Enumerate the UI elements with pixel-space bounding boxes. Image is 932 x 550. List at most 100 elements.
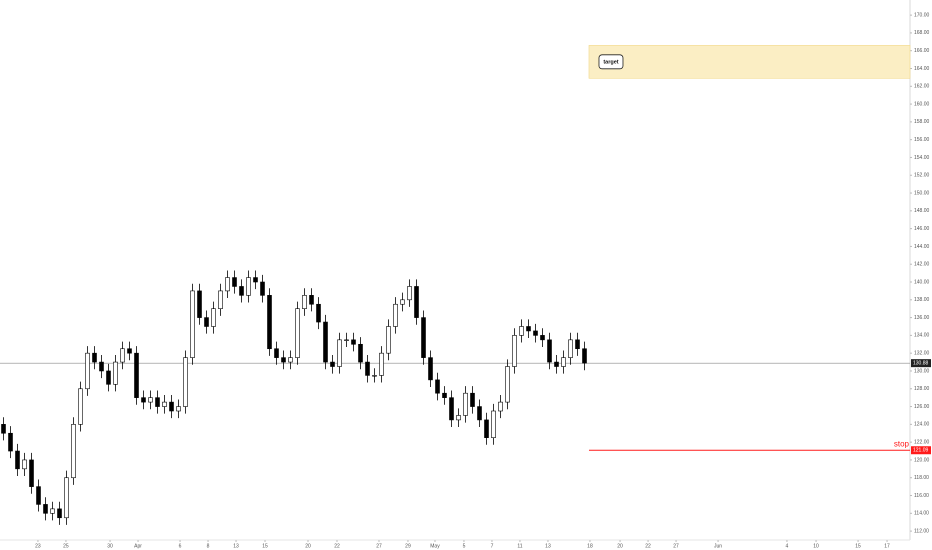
x-tick-label: 15 <box>262 543 268 549</box>
candle-body <box>449 397 454 421</box>
candle-body <box>456 415 461 421</box>
y-tick-label: 114.00 <box>914 511 929 517</box>
candle-body <box>302 295 307 309</box>
candle-body <box>344 339 349 341</box>
candle-body <box>64 477 69 519</box>
candle-body <box>274 348 279 358</box>
candle-body <box>218 290 223 309</box>
candle-body <box>190 290 195 358</box>
candle-body <box>162 401 167 407</box>
y-tick-label: 166.00 <box>914 48 930 54</box>
candle-body <box>540 335 545 341</box>
x-tick-label: 29 <box>405 543 411 549</box>
candle-body <box>225 277 230 292</box>
candle-body <box>155 397 160 407</box>
y-tick-label: 116.00 <box>914 493 929 499</box>
candle-body <box>414 286 419 318</box>
x-tick-label: 7 <box>491 543 494 549</box>
y-tick-label: 130.00 <box>914 368 930 374</box>
y-tick-label: 138.00 <box>914 297 930 303</box>
y-tick-label: 162.00 <box>914 84 930 90</box>
candle-body <box>239 286 244 296</box>
candle-body <box>183 357 188 407</box>
candle-body <box>204 317 209 327</box>
candle-body <box>526 326 531 332</box>
x-tick-label: 27 <box>376 543 382 549</box>
candle-body <box>106 370 111 385</box>
candle-body <box>358 343 363 363</box>
candle-body <box>484 419 489 438</box>
candle-body <box>148 397 153 403</box>
candle-body <box>92 352 97 363</box>
candle-body <box>379 352 384 376</box>
candle-body <box>533 330 538 336</box>
candle-body <box>134 352 139 398</box>
candle-body <box>568 339 573 358</box>
x-tick-label: 17 <box>884 543 890 549</box>
candle-body <box>442 392 447 398</box>
y-tick-label: 136.00 <box>914 315 930 321</box>
stop-label: stop <box>894 439 910 448</box>
x-tick-label: 11 <box>517 543 522 549</box>
candle-body <box>575 339 580 350</box>
x-tick-label: 10 <box>813 543 819 549</box>
candle-body <box>323 321 328 363</box>
candle-body <box>491 410 496 438</box>
target-label-box <box>598 54 624 70</box>
candle-body <box>43 504 48 514</box>
y-tick-label: 158.00 <box>914 119 930 125</box>
candle-body <box>29 459 34 487</box>
candle-body <box>22 459 27 470</box>
y-tick-label: 144.00 <box>914 244 930 250</box>
candle-body <box>211 308 216 327</box>
candle-body <box>386 326 391 354</box>
x-tick-label: 5 <box>463 543 466 549</box>
x-tick-label: 15 <box>855 543 861 549</box>
x-tick-label: 4 <box>786 543 789 549</box>
stop-price-label: 121.09 <box>913 448 929 454</box>
candle-body <box>232 277 237 287</box>
x-tick-label: 20 <box>617 543 623 549</box>
candle-body <box>246 277 251 296</box>
candle-body <box>281 357 286 363</box>
candle-body <box>113 361 118 385</box>
candle-body <box>470 392 475 407</box>
candle-body <box>309 295 314 305</box>
candle-body <box>435 379 440 394</box>
y-tick-label: 160.00 <box>914 101 930 107</box>
candle-body <box>99 361 104 372</box>
x-tick-label: 23 <box>35 543 41 549</box>
candle-body <box>365 361 370 376</box>
candle-body <box>141 397 146 403</box>
x-tick-label: 20 <box>305 543 311 549</box>
candle-body <box>85 352 90 390</box>
y-tick-label: 170.00 <box>914 12 930 18</box>
candle-body <box>50 508 55 514</box>
y-tick-label: 112.00 <box>914 528 929 534</box>
y-tick-label: 150.00 <box>914 190 930 196</box>
y-tick-label: 126.00 <box>914 404 930 410</box>
candle-body <box>330 361 335 367</box>
candle-body <box>316 303 321 323</box>
candle-body <box>519 326 524 336</box>
candle-body <box>288 357 293 363</box>
y-tick-label: 168.00 <box>914 30 930 36</box>
candle-body <box>372 375 377 377</box>
candle-body <box>498 401 503 412</box>
y-tick-label: 134.00 <box>914 333 930 339</box>
y-tick-label: 164.00 <box>914 66 930 72</box>
x-tick-label: 25 <box>63 543 69 549</box>
candle-body <box>505 366 510 403</box>
x-tick-label: 22 <box>334 543 340 549</box>
candle-body <box>78 388 83 425</box>
candle-body <box>547 339 552 363</box>
candle-body <box>127 348 132 354</box>
y-tick-label: 148.00 <box>914 208 930 214</box>
candle-body <box>8 432 13 452</box>
x-tick-label: 6 <box>179 543 182 549</box>
candle-body <box>176 406 181 412</box>
candle-body <box>463 392 468 416</box>
target-label: target <box>603 59 618 65</box>
candle-body <box>57 508 62 519</box>
